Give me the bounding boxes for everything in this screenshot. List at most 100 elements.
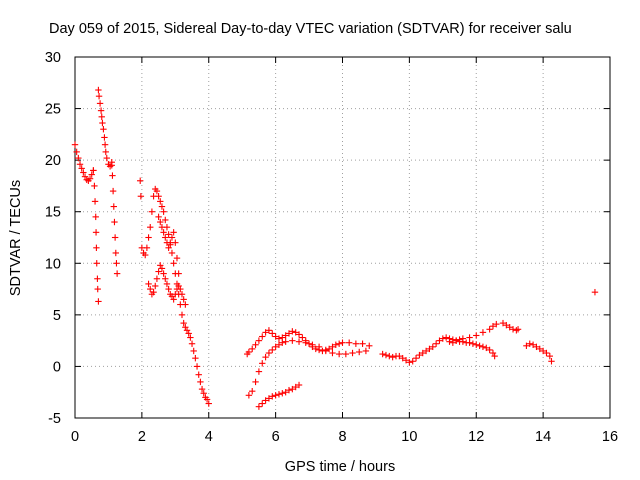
data-point bbox=[160, 208, 167, 215]
data-point bbox=[172, 239, 179, 246]
data-point bbox=[366, 342, 373, 349]
data-point bbox=[282, 332, 289, 339]
y-tick-label: 0 bbox=[53, 359, 61, 375]
data-point bbox=[73, 148, 80, 156]
data-point bbox=[473, 341, 480, 348]
data-point bbox=[272, 333, 279, 340]
data-point bbox=[269, 393, 276, 400]
y-tick-labels: -5 0 5 10 15 20 25 30 bbox=[45, 50, 61, 427]
series-outlier bbox=[591, 288, 599, 296]
data-point bbox=[165, 244, 172, 252]
data-point bbox=[452, 337, 460, 344]
data-point bbox=[432, 340, 440, 347]
data-point bbox=[262, 329, 269, 336]
data-point bbox=[190, 347, 197, 355]
data-point bbox=[536, 345, 543, 353]
x-tick-label: 14 bbox=[535, 429, 551, 445]
data-point bbox=[412, 354, 420, 362]
data-point bbox=[108, 159, 115, 166]
data-point bbox=[506, 324, 513, 331]
series-track-f bbox=[145, 262, 189, 308]
data-point bbox=[150, 288, 157, 296]
data-point bbox=[157, 198, 164, 205]
data-point bbox=[466, 334, 473, 341]
data-point bbox=[153, 275, 161, 282]
data-point bbox=[259, 400, 266, 407]
data-point bbox=[168, 249, 176, 257]
data-point bbox=[339, 339, 346, 346]
data-point bbox=[75, 154, 82, 162]
data-point bbox=[98, 113, 105, 121]
data-point bbox=[332, 341, 340, 348]
data-point bbox=[101, 141, 109, 148]
data-point bbox=[195, 371, 202, 378]
data-point bbox=[78, 165, 85, 172]
data-point bbox=[205, 400, 212, 407]
data-point bbox=[252, 378, 259, 386]
data-point bbox=[275, 335, 283, 342]
data-point bbox=[259, 360, 266, 367]
data-point bbox=[91, 182, 98, 190]
data-point bbox=[103, 154, 110, 162]
data-point bbox=[143, 244, 151, 252]
y-tick-label: 30 bbox=[45, 50, 61, 66]
data-point bbox=[329, 343, 336, 351]
data-point bbox=[110, 203, 117, 210]
data-point bbox=[95, 92, 103, 100]
data-point bbox=[155, 193, 162, 200]
data-point bbox=[546, 352, 554, 360]
data-point bbox=[183, 327, 191, 334]
data-point bbox=[279, 339, 286, 346]
series-track-i bbox=[245, 337, 370, 399]
y-tick-label: -5 bbox=[48, 411, 61, 427]
data-point bbox=[137, 193, 145, 200]
data-point bbox=[101, 134, 108, 141]
y-tick-label: 25 bbox=[45, 102, 61, 118]
data-point bbox=[170, 260, 177, 267]
data-point bbox=[94, 275, 101, 282]
data-point bbox=[479, 343, 487, 351]
data-point bbox=[329, 349, 336, 357]
data-point bbox=[111, 218, 118, 226]
x-axis-label: GPS time / hours bbox=[285, 459, 395, 475]
data-point bbox=[147, 223, 154, 231]
data-point bbox=[252, 341, 259, 348]
x-tick-label: 6 bbox=[272, 429, 280, 445]
x-tick-label: 8 bbox=[338, 429, 346, 445]
data-point bbox=[83, 176, 90, 183]
data-point bbox=[265, 349, 273, 357]
data-point bbox=[476, 342, 483, 349]
data-point bbox=[295, 381, 303, 389]
data-point bbox=[97, 107, 105, 114]
data-point bbox=[514, 326, 522, 333]
data-point bbox=[489, 323, 497, 330]
data-point bbox=[165, 285, 172, 293]
data-point bbox=[409, 358, 416, 365]
data-point bbox=[249, 345, 256, 353]
data-point bbox=[180, 296, 187, 303]
data-point bbox=[88, 171, 95, 178]
data-point bbox=[493, 320, 500, 328]
data-point bbox=[269, 330, 276, 337]
data-point bbox=[109, 187, 117, 195]
data-point bbox=[548, 358, 555, 365]
data-point bbox=[94, 285, 101, 293]
data-point bbox=[93, 260, 100, 267]
series-track-l bbox=[446, 320, 500, 346]
data-point bbox=[299, 334, 306, 341]
data-point bbox=[362, 347, 370, 355]
data-point bbox=[292, 329, 299, 336]
data-point bbox=[302, 339, 309, 346]
data-point bbox=[523, 342, 530, 349]
data-point bbox=[100, 126, 107, 133]
data-point bbox=[71, 141, 79, 148]
data-point bbox=[167, 241, 174, 248]
data-point bbox=[142, 251, 149, 259]
y-tick-label: 10 bbox=[45, 256, 61, 272]
data-point bbox=[157, 218, 164, 226]
data-point bbox=[345, 339, 353, 346]
data-point bbox=[152, 282, 159, 290]
series-track-d bbox=[108, 159, 121, 277]
data-point bbox=[197, 378, 204, 386]
